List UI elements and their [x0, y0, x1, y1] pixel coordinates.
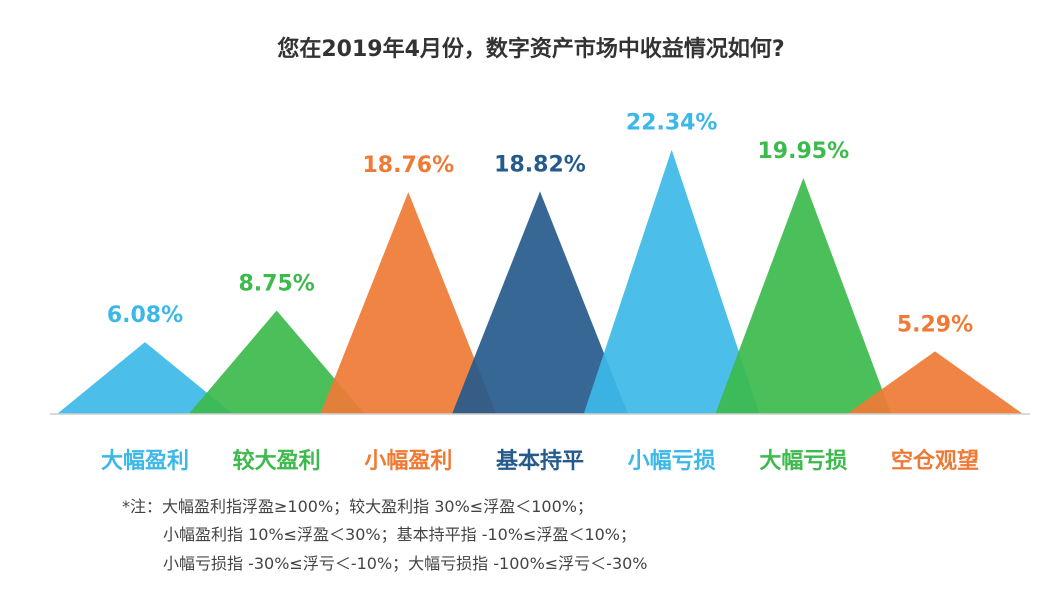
category-label-2: 较大盈利	[233, 448, 321, 474]
peak-3	[320, 192, 497, 414]
value-label-6: 19.95%	[758, 139, 850, 164]
category-label-3: 小幅盈利	[364, 449, 452, 474]
category-label-1: 大幅盈利	[101, 449, 189, 474]
category-label-4: 基本持平	[496, 449, 584, 474]
value-labels-group: 6.08% 8.75% 18.76% 18.82% 22.34% 19.95% 5.29%	[107, 111, 973, 338]
category-labels-group: 大幅盈利 较大盈利 小幅盈利 基本持平 小幅亏损 大幅亏损 空仓观望	[101, 448, 979, 474]
note-line-2: 小幅盈利指 10%≤浮盈＜30%；基本持平指 -10%≤浮盈＜10%；	[163, 525, 636, 544]
chart-title: 您在2019年4月份，数字资产市场中收益情况如何?	[277, 36, 784, 62]
value-label-3: 18.76%	[363, 153, 455, 178]
note-line-3: 小幅亏损指 -30%≤浮亏＜-10%；大幅亏损指 -100%≤浮亏＜-30%	[163, 554, 648, 573]
category-label-7: 空仓观望	[891, 448, 979, 474]
note-line-1: *注：大幅盈利指浮盈≥100%；较大盈利指 30%≤浮盈＜100%；	[122, 497, 593, 516]
value-label-7: 5.29%	[897, 312, 973, 337]
peak-2	[188, 310, 365, 414]
value-label-2: 8.75%	[239, 271, 315, 296]
peak-6	[715, 177, 892, 414]
peaks-group	[57, 149, 1023, 414]
peak-1	[57, 342, 233, 414]
peak-5	[583, 149, 760, 414]
value-label-1: 6.08%	[107, 303, 183, 328]
peak-7	[847, 351, 1023, 414]
category-label-5: 小幅亏损	[628, 449, 716, 474]
value-label-4: 18.82%	[494, 152, 586, 177]
peak-4	[452, 191, 628, 414]
value-label-5: 22.34%	[626, 111, 718, 136]
category-label-6: 大幅亏损	[759, 449, 847, 474]
